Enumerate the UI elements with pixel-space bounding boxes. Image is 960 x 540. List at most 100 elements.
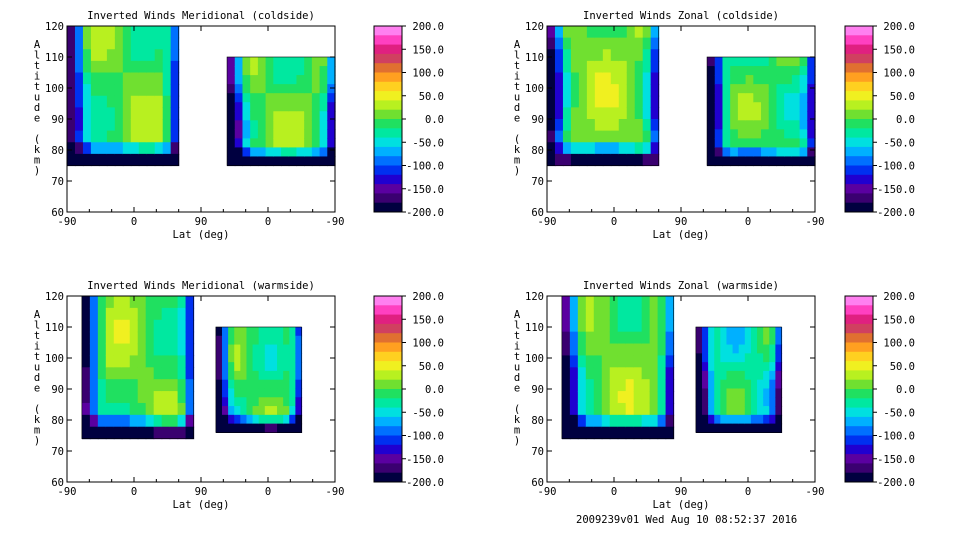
colorbar-swatch bbox=[374, 305, 402, 315]
heatmap-cell bbox=[281, 93, 290, 103]
heatmap-cell bbox=[242, 102, 251, 112]
heatmap-cell bbox=[146, 49, 156, 62]
heatmap-cell bbox=[98, 72, 108, 85]
heatmap-cell bbox=[234, 75, 244, 85]
heatmap-cell bbox=[757, 362, 764, 372]
heatmap-cell bbox=[784, 75, 793, 85]
heatmap-cell bbox=[634, 60, 644, 74]
heatmap-cell bbox=[146, 119, 156, 132]
heatmap-cell bbox=[295, 370, 303, 381]
heatmap-cell bbox=[295, 362, 303, 372]
heatmap-cell bbox=[295, 344, 303, 354]
heatmap-cell bbox=[649, 426, 659, 440]
chart-title: Inverted Winds Zonal (coldside) bbox=[583, 10, 779, 22]
colorbar-swatch bbox=[374, 91, 402, 101]
heatmap-cell bbox=[609, 331, 619, 345]
colorbar-swatch bbox=[374, 26, 402, 36]
heatmap-cell bbox=[714, 406, 721, 416]
heatmap-cell bbox=[577, 414, 587, 428]
heatmap-cell bbox=[242, 93, 251, 103]
heatmap-cell bbox=[633, 343, 643, 357]
heatmap-cell bbox=[162, 60, 172, 74]
heatmap-cell bbox=[252, 327, 260, 337]
heatmap-cell bbox=[228, 388, 235, 398]
heatmap-cell bbox=[714, 102, 724, 112]
heatmap-cell bbox=[265, 93, 274, 103]
colorbar-swatch bbox=[845, 26, 873, 36]
heatmap-cell bbox=[634, 153, 644, 167]
heatmap-cell bbox=[177, 319, 187, 333]
heatmap-cell bbox=[106, 107, 116, 120]
heatmap-cell bbox=[745, 93, 754, 103]
heatmap-cell bbox=[319, 93, 328, 103]
heatmap-cell bbox=[170, 72, 180, 85]
colorbar-swatch bbox=[374, 314, 402, 325]
heatmap-cell bbox=[720, 414, 728, 425]
heatmap-cell bbox=[722, 156, 731, 167]
heatmap-cell bbox=[170, 26, 180, 39]
heatmap-cell bbox=[738, 362, 746, 372]
heatmap-cell bbox=[641, 391, 651, 404]
heatmap-cell bbox=[617, 355, 627, 368]
heatmap-cell bbox=[601, 402, 611, 416]
heatmap-cell bbox=[594, 142, 604, 155]
heatmap-cell bbox=[625, 402, 635, 416]
heatmap-cell bbox=[161, 391, 171, 404]
heatmap-cell bbox=[242, 138, 251, 149]
heatmap-cell bbox=[257, 138, 267, 149]
heatmap-cell bbox=[732, 335, 740, 346]
heatmap-cell bbox=[562, 107, 572, 120]
heatmap-cell bbox=[730, 156, 739, 167]
heatmap-cell bbox=[304, 75, 313, 85]
heatmap-cell bbox=[554, 37, 564, 50]
heatmap-cell bbox=[784, 147, 793, 158]
heatmap-cell bbox=[122, 72, 132, 85]
heatmap-cell bbox=[768, 84, 778, 94]
heatmap-cell bbox=[730, 93, 739, 103]
colorbar-label: -150.0 bbox=[406, 454, 444, 466]
heatmap-cell bbox=[242, 129, 251, 139]
heatmap-cell bbox=[289, 388, 296, 398]
heatmap-cell bbox=[227, 84, 236, 94]
heatmap-cell bbox=[114, 153, 124, 167]
heatmap-cell bbox=[122, 60, 132, 74]
heatmap-cell bbox=[732, 353, 740, 363]
heatmap-cell bbox=[650, 49, 660, 62]
heatmap-cell bbox=[769, 327, 776, 337]
heatmap-cell bbox=[657, 296, 667, 309]
heatmap-cell bbox=[642, 119, 652, 132]
heatmap-cell bbox=[720, 335, 728, 346]
heatmap-cell bbox=[602, 142, 612, 155]
heatmap-cell bbox=[319, 57, 328, 67]
heatmap-cell bbox=[602, 107, 612, 120]
heatmap-cell bbox=[296, 66, 305, 76]
heatmap-cell bbox=[720, 379, 728, 390]
heatmap-cell bbox=[714, 388, 721, 398]
heatmap-cell bbox=[296, 120, 305, 130]
heatmap-cell bbox=[634, 84, 644, 97]
colorbar: 200.0150.0100.050.00.0-50.0-100.0-150.0-… bbox=[844, 21, 915, 219]
heatmap-cell bbox=[170, 130, 180, 143]
heatmap-cell bbox=[106, 142, 116, 155]
heatmap-cell bbox=[242, 111, 251, 121]
heatmap-cell bbox=[776, 138, 785, 149]
heatmap-cell bbox=[618, 130, 628, 143]
colorbar-label: -200.0 bbox=[406, 477, 444, 489]
colorbar-swatch bbox=[374, 472, 402, 483]
heatmap-cell bbox=[90, 60, 100, 74]
heatmap-cell bbox=[702, 362, 709, 372]
heatmap-cell bbox=[288, 147, 298, 158]
heatmap-cell bbox=[726, 327, 734, 337]
heatmap-cell bbox=[720, 388, 728, 398]
heatmap-cell bbox=[121, 379, 131, 392]
heatmap-cell bbox=[228, 335, 235, 346]
heatmap-cell bbox=[562, 37, 572, 50]
heatmap-cell bbox=[561, 296, 571, 309]
heatmap-cell bbox=[113, 296, 123, 309]
heatmap-cell bbox=[750, 379, 758, 390]
heatmap-cell bbox=[714, 129, 724, 139]
heatmap-cell bbox=[586, 49, 596, 62]
heatmap-cell bbox=[130, 49, 140, 62]
heatmap-cell bbox=[74, 72, 84, 85]
